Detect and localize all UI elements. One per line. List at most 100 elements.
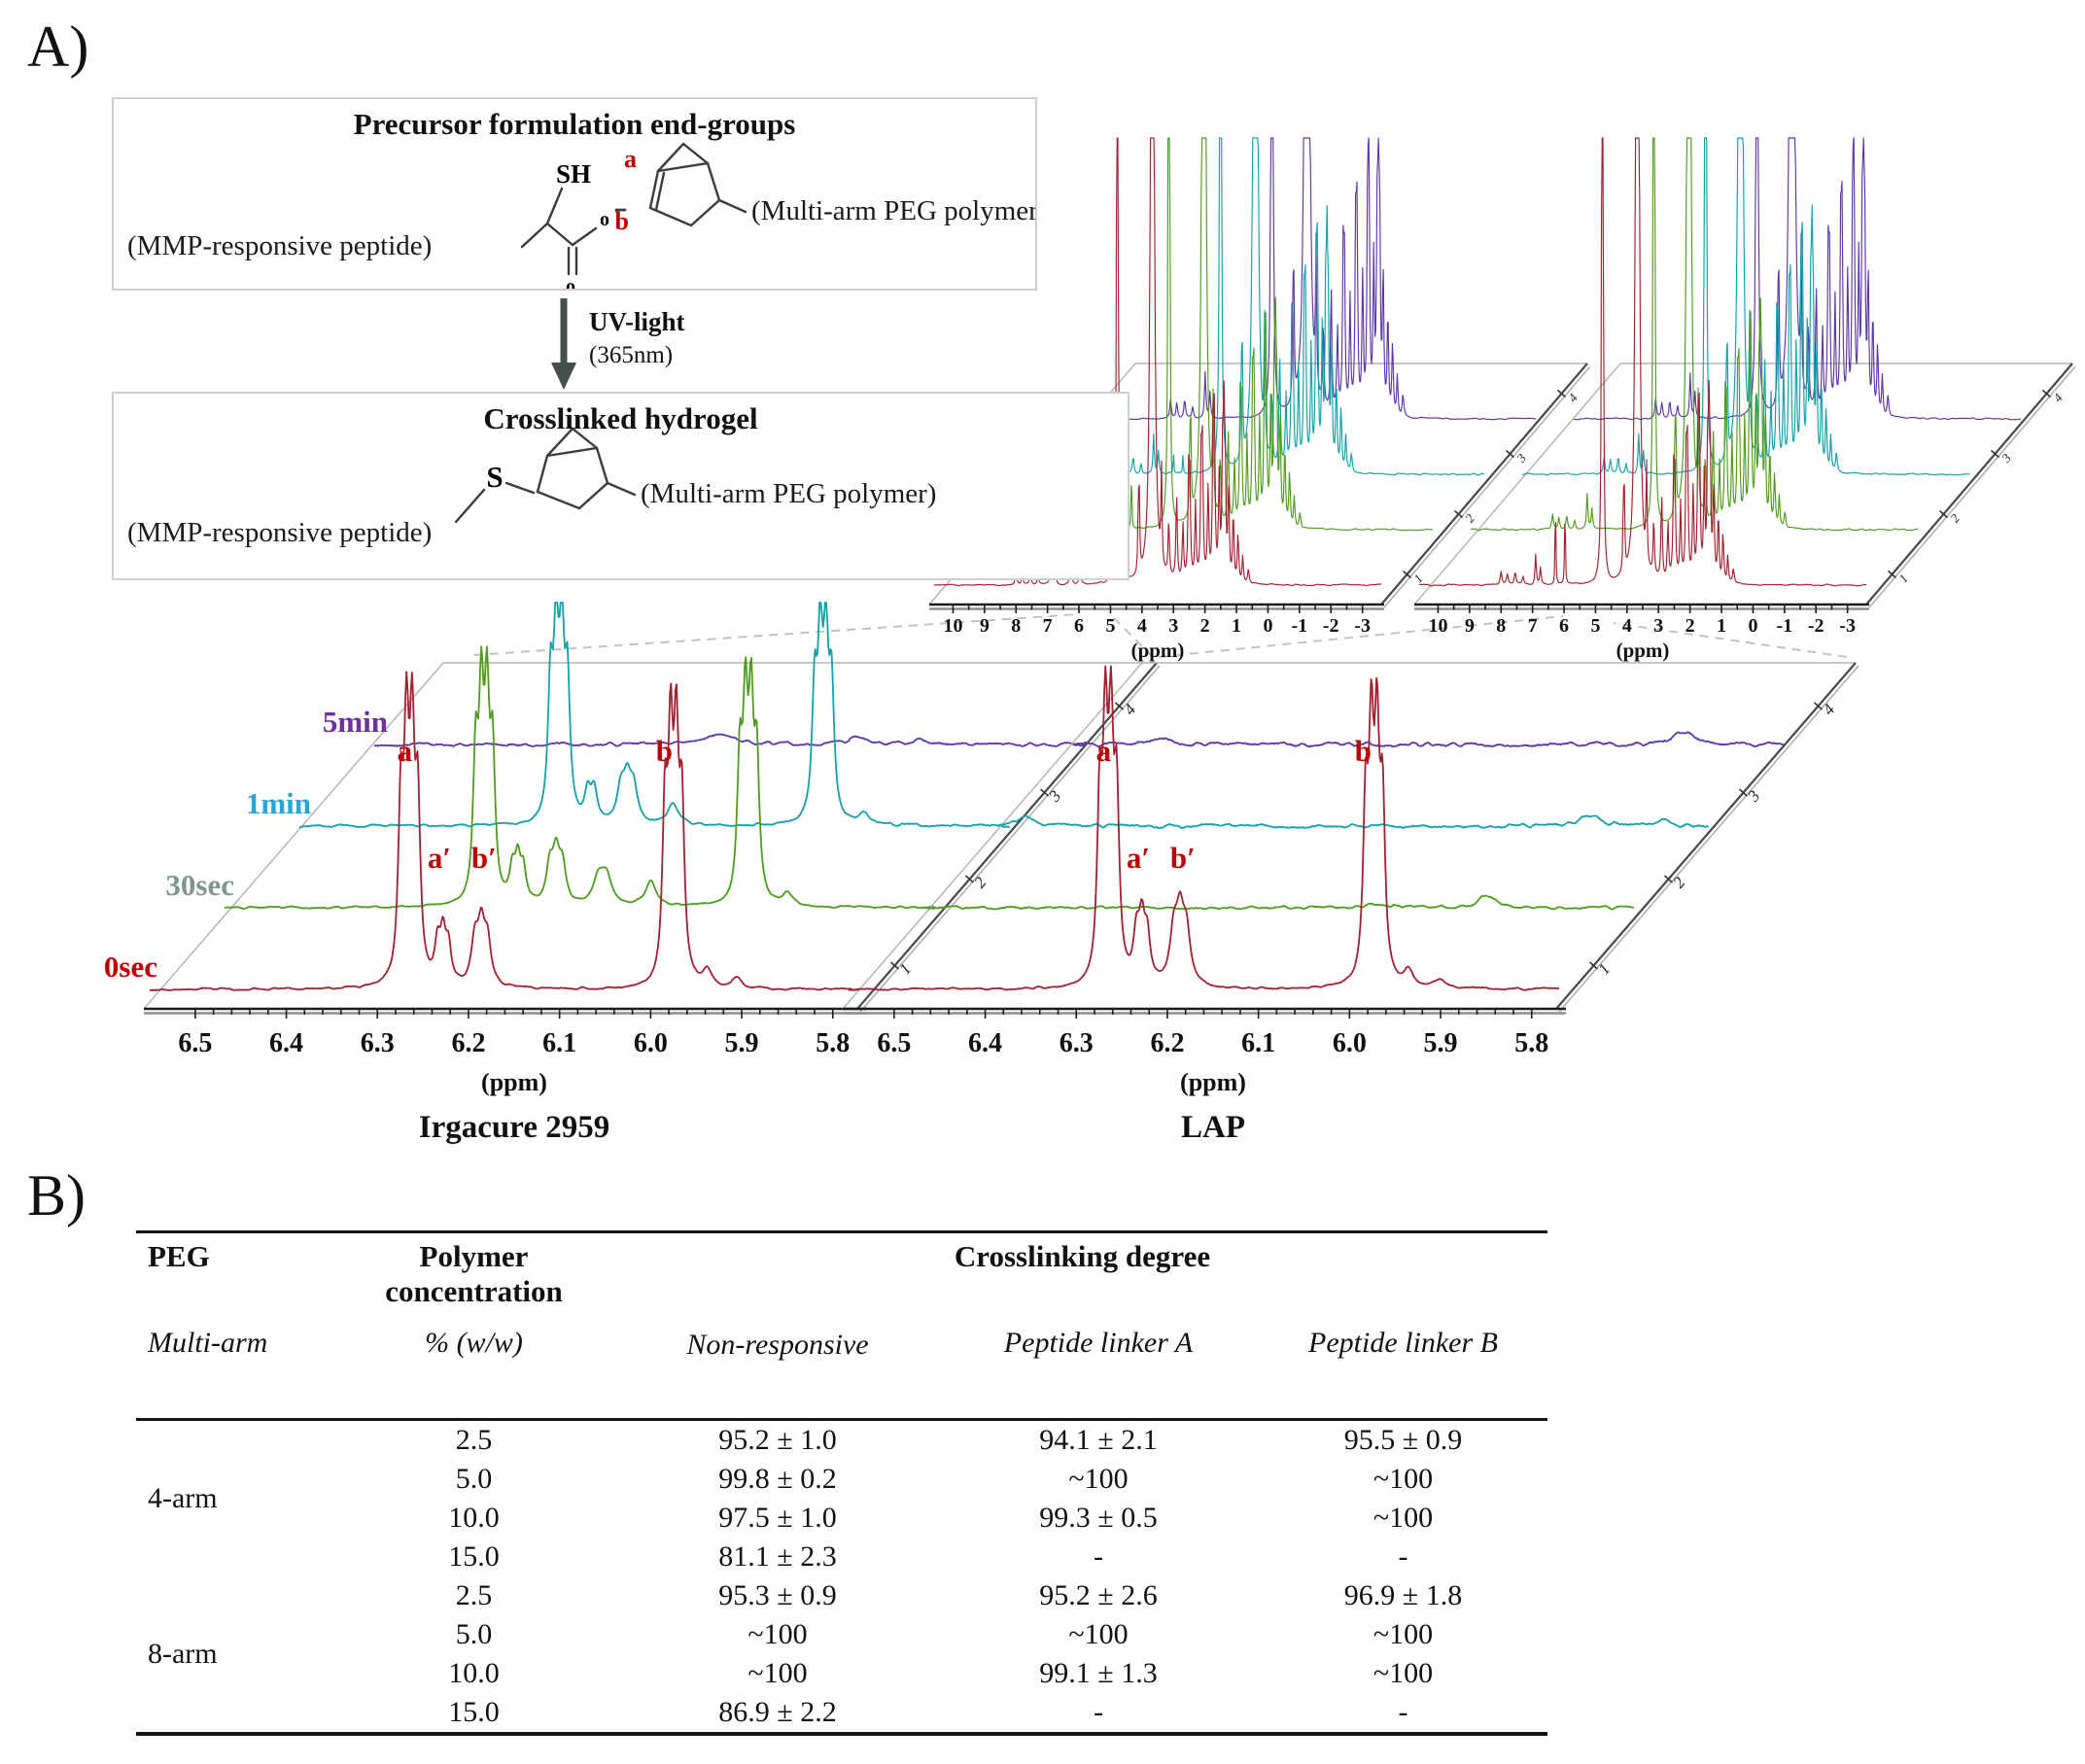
crosslinked-right-caption: (Multi-arm PEG polymer) [641,478,936,509]
panel-edges [842,662,1856,1010]
table-cell: ~100 [747,1618,808,1650]
table-cell: ~100 [1373,1618,1434,1650]
precursor-left-caption: (MMP-responsive peptide) [127,230,432,261]
table-cell: 96.9 ± 1.8 [1343,1579,1463,1611]
x-tick-label: 5.9 [725,1028,759,1058]
x-tick-label: 4 [1137,615,1147,637]
crosslinked-box-title: Crosslinked hydrogel [483,401,758,435]
col-header-concentration: Polymer concentration [385,1239,563,1308]
thioether-norbornane-structure: S [454,427,637,524]
x-tick-label: 5 [1105,615,1115,637]
vinyl-b-label: b [615,207,629,235]
x-tick-label: 0 [1748,615,1757,637]
z-tick-label: 2 [1947,510,1963,525]
x-tick-label: 9 [980,615,990,637]
time-label-1min: 1min [246,786,311,820]
z-tick [1115,702,1124,710]
x-tick-label: 7 [1528,615,1538,637]
x-tick-label: -1 [1292,615,1308,637]
norbornene-structure: a b [615,142,747,235]
nmr-trace-30sec [922,894,1634,911]
x-tick-label: 1 [1232,615,1241,637]
z-tick [1664,875,1673,883]
precursor-structures: SH o o a b (MMP-responsive peptide) (Mul… [127,142,1035,289]
z-axis-shadow [1868,365,2076,608]
x-tick-label: 2 [1685,615,1695,637]
z-tick [1589,961,1598,970]
nmr-trace-0sec [1419,137,1867,587]
z-tick-label: 1 [1410,571,1426,586]
x-tick-label: -2 [1808,615,1824,637]
x-tick-label: 8 [1011,615,1021,637]
table-cell: 86.9 ± 2.2 [718,1696,837,1728]
table-cell: 5.0 [455,1463,493,1495]
subheader-peptide-linker-b: Peptide linker B [1308,1327,1498,1359]
nmr-trace-5min [1573,137,2022,421]
nmr-trace-1min [997,814,1709,830]
z-axis-shadow [859,665,1161,1013]
table-cell: 5.0 [455,1618,493,1650]
table-cell: ~100 [1373,1502,1434,1534]
panel-a-label: A) [27,15,89,79]
x-tick-label: 0 [1263,615,1272,637]
table-cell: ~100 [1373,1657,1434,1689]
x-ticks [893,1010,1533,1019]
nmr-trace-5min [1072,731,1785,748]
z-tick-label: 3 [1998,450,2015,466]
time-label-0sec: 0sec [104,950,157,984]
peak-label-b: b [656,734,673,768]
x-tick-label: 10 [943,615,962,637]
peak-label-b′: b′ [1170,841,1196,875]
table-cell: ~100 [1373,1463,1434,1495]
table-bottom-rule [136,1732,1547,1736]
table-cell: - [1398,1540,1408,1573]
nmr-trace-5min [1088,137,1537,421]
crosslinked-structure: S (MMP-responsive peptide) (Multi-arm PE… [127,427,936,548]
x-tick-label: 5 [1590,615,1600,637]
x-tick-label: 5.8 [1514,1028,1548,1058]
table-cell: 15.0 [448,1540,500,1573]
z-axis [1555,662,1857,1010]
table-mid-rule [136,1418,1547,1421]
x-tick-label: 6.3 [1060,1028,1094,1058]
table-cell: 10.0 [448,1657,500,1689]
x-tick-label: 5.9 [1424,1028,1458,1058]
z-tick-label: 1 [1895,571,1911,586]
dashed-connector [473,613,1080,656]
table-cell: ~100 [1068,1463,1129,1495]
table-cell: 99.1 ± 1.3 [1039,1657,1158,1689]
nmr-trace-1min [298,602,1010,829]
x-tick-label: 6.1 [1241,1028,1275,1058]
nmr-trace-30sec [1470,137,1919,532]
sulfur-label: S [486,460,503,494]
crosslinked-left-caption: (MMP-responsive peptide) [127,517,432,548]
crosslinking-table: PEG Polymer concentration Crosslinking d… [136,1230,1547,1736]
nmr-trace-1min [1521,137,1970,476]
thiol-sh-label: SH [556,159,591,189]
x-tick-label: 6 [1074,615,1084,637]
nmr-trace-30sec [225,645,935,910]
table-cell: 2.5 [455,1579,493,1611]
x-tick-label: 6.4 [968,1028,1002,1058]
uv-light-label: UV-light [589,307,685,336]
z-tick [1506,449,1514,459]
z-tick [1739,788,1748,797]
x-axis-unit-label: (ppm) [1616,639,1670,662]
x-tick-label: 6.4 [269,1028,303,1058]
table-group-label: 8-arm [148,1638,218,1670]
panel-b-label: B) [27,1163,86,1228]
table-cell: 95.2 ± 1.0 [718,1424,837,1456]
z-tick [1454,509,1463,519]
x-ticks [194,1010,834,1019]
x-tick-label: 6.0 [634,1028,668,1058]
x-tick-label: 6.2 [1150,1028,1184,1058]
plot-title-nmr-expanded-irgacure: Irgacure 2959 [419,1110,609,1145]
col-header-peg: PEG [148,1239,210,1273]
col-header-crosslinking-degree: Crosslinking degree [954,1239,1211,1273]
carboxylate-o-double: o [566,276,575,289]
vinyl-a-label: a [624,145,637,173]
x-tick-label: -3 [1354,615,1371,637]
